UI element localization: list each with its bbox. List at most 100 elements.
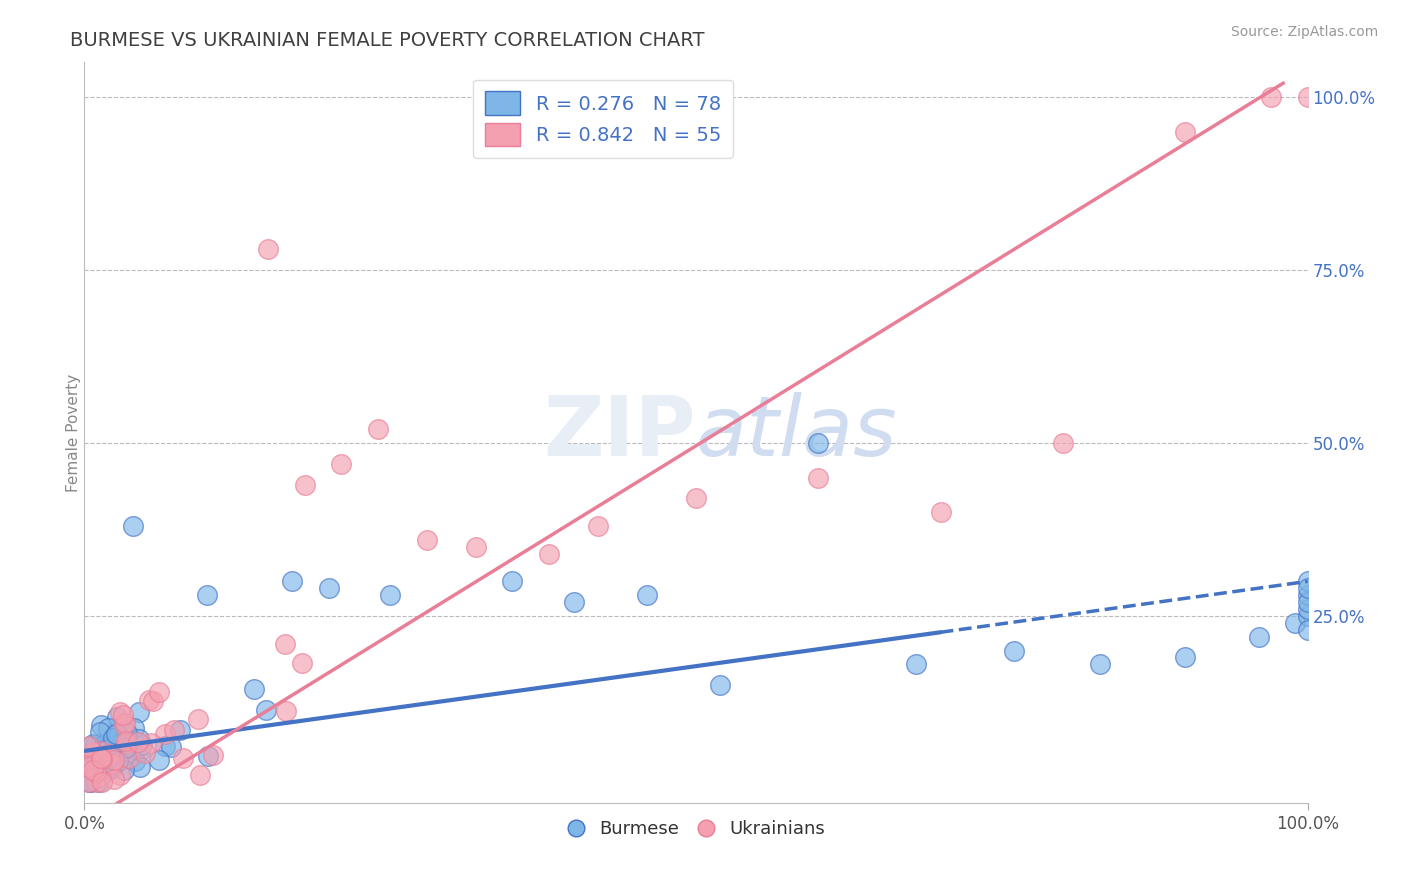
Point: [139, 736, 162, 750]
Point: [82, 747, 104, 762]
Point: [1296, 90, 1319, 104]
Point: [124, 755, 146, 769]
Point: [84, 739, 107, 753]
Point: [807, 436, 830, 450]
Point: [104, 727, 127, 741]
Point: [291, 657, 314, 671]
Point: [94, 741, 117, 756]
Point: [114, 741, 136, 756]
Point: [134, 746, 156, 760]
Point: [112, 708, 135, 723]
Point: [93, 738, 115, 752]
Point: [107, 739, 129, 754]
Point: [562, 595, 585, 609]
Point: [1174, 125, 1197, 139]
Point: [91, 758, 114, 772]
Text: BURMESE VS UKRAINIAN FEMALE POVERTY CORRELATION CHART: BURMESE VS UKRAINIAN FEMALE POVERTY CORR…: [70, 31, 704, 50]
Point: [107, 754, 129, 768]
Point: [129, 744, 152, 758]
Point: [90, 752, 112, 766]
Point: [91, 747, 114, 762]
Point: [94, 764, 117, 778]
Point: [905, 657, 928, 672]
Text: atlas: atlas: [696, 392, 897, 473]
Point: [1296, 588, 1319, 602]
Point: [105, 710, 128, 724]
Point: [1260, 90, 1282, 104]
Point: [1296, 574, 1319, 589]
Point: [84, 765, 107, 780]
Point: [195, 588, 218, 602]
Point: [163, 723, 186, 738]
Point: [82, 763, 104, 777]
Point: [86, 765, 108, 780]
Point: [274, 637, 297, 651]
Point: [79, 775, 101, 789]
Point: [153, 727, 176, 741]
Point: [128, 759, 150, 773]
Point: [274, 704, 297, 718]
Point: [87, 775, 110, 789]
Point: [538, 547, 561, 561]
Point: [103, 772, 125, 786]
Point: [138, 693, 160, 707]
Point: [90, 744, 112, 758]
Point: [100, 757, 122, 772]
Point: [1052, 436, 1074, 450]
Point: [82, 745, 104, 759]
Legend: Burmese, Ukrainians: Burmese, Ukrainians: [560, 814, 832, 846]
Point: [807, 470, 830, 484]
Point: [90, 718, 112, 732]
Y-axis label: Female Poverty: Female Poverty: [66, 374, 80, 491]
Point: [257, 242, 280, 256]
Point: [77, 755, 100, 769]
Point: [201, 747, 224, 762]
Point: [148, 753, 170, 767]
Point: [84, 755, 107, 769]
Point: [155, 739, 177, 753]
Point: [91, 775, 114, 789]
Point: [84, 775, 107, 789]
Point: [75, 751, 97, 765]
Point: [115, 726, 138, 740]
Point: [586, 519, 609, 533]
Point: [242, 682, 264, 697]
Point: [114, 724, 136, 739]
Point: [131, 738, 153, 752]
Point: [103, 754, 125, 768]
Point: [114, 716, 136, 731]
Point: [90, 751, 112, 765]
Point: [76, 764, 98, 779]
Point: [709, 678, 731, 692]
Point: [115, 735, 138, 749]
Point: [112, 763, 135, 777]
Point: [117, 747, 139, 762]
Point: [254, 703, 277, 717]
Point: [77, 775, 100, 789]
Point: [142, 694, 165, 708]
Point: [118, 751, 141, 765]
Point: [1296, 582, 1319, 596]
Point: [502, 574, 524, 589]
Point: [1284, 615, 1306, 630]
Point: [97, 747, 120, 761]
Point: [101, 731, 124, 746]
Text: ZIP: ZIP: [544, 392, 696, 473]
Point: [79, 775, 101, 789]
Point: [1247, 630, 1270, 644]
Point: [127, 734, 149, 748]
Point: [1296, 609, 1319, 624]
Point: [636, 588, 658, 602]
Point: [380, 588, 402, 602]
Point: [172, 751, 194, 765]
Point: [148, 685, 170, 699]
Point: [128, 705, 150, 719]
Point: [90, 763, 112, 777]
Point: [294, 477, 316, 491]
Point: [187, 712, 209, 726]
Point: [281, 574, 304, 589]
Point: [98, 761, 121, 775]
Point: [105, 724, 128, 739]
Point: [97, 751, 120, 765]
Point: [97, 747, 120, 761]
